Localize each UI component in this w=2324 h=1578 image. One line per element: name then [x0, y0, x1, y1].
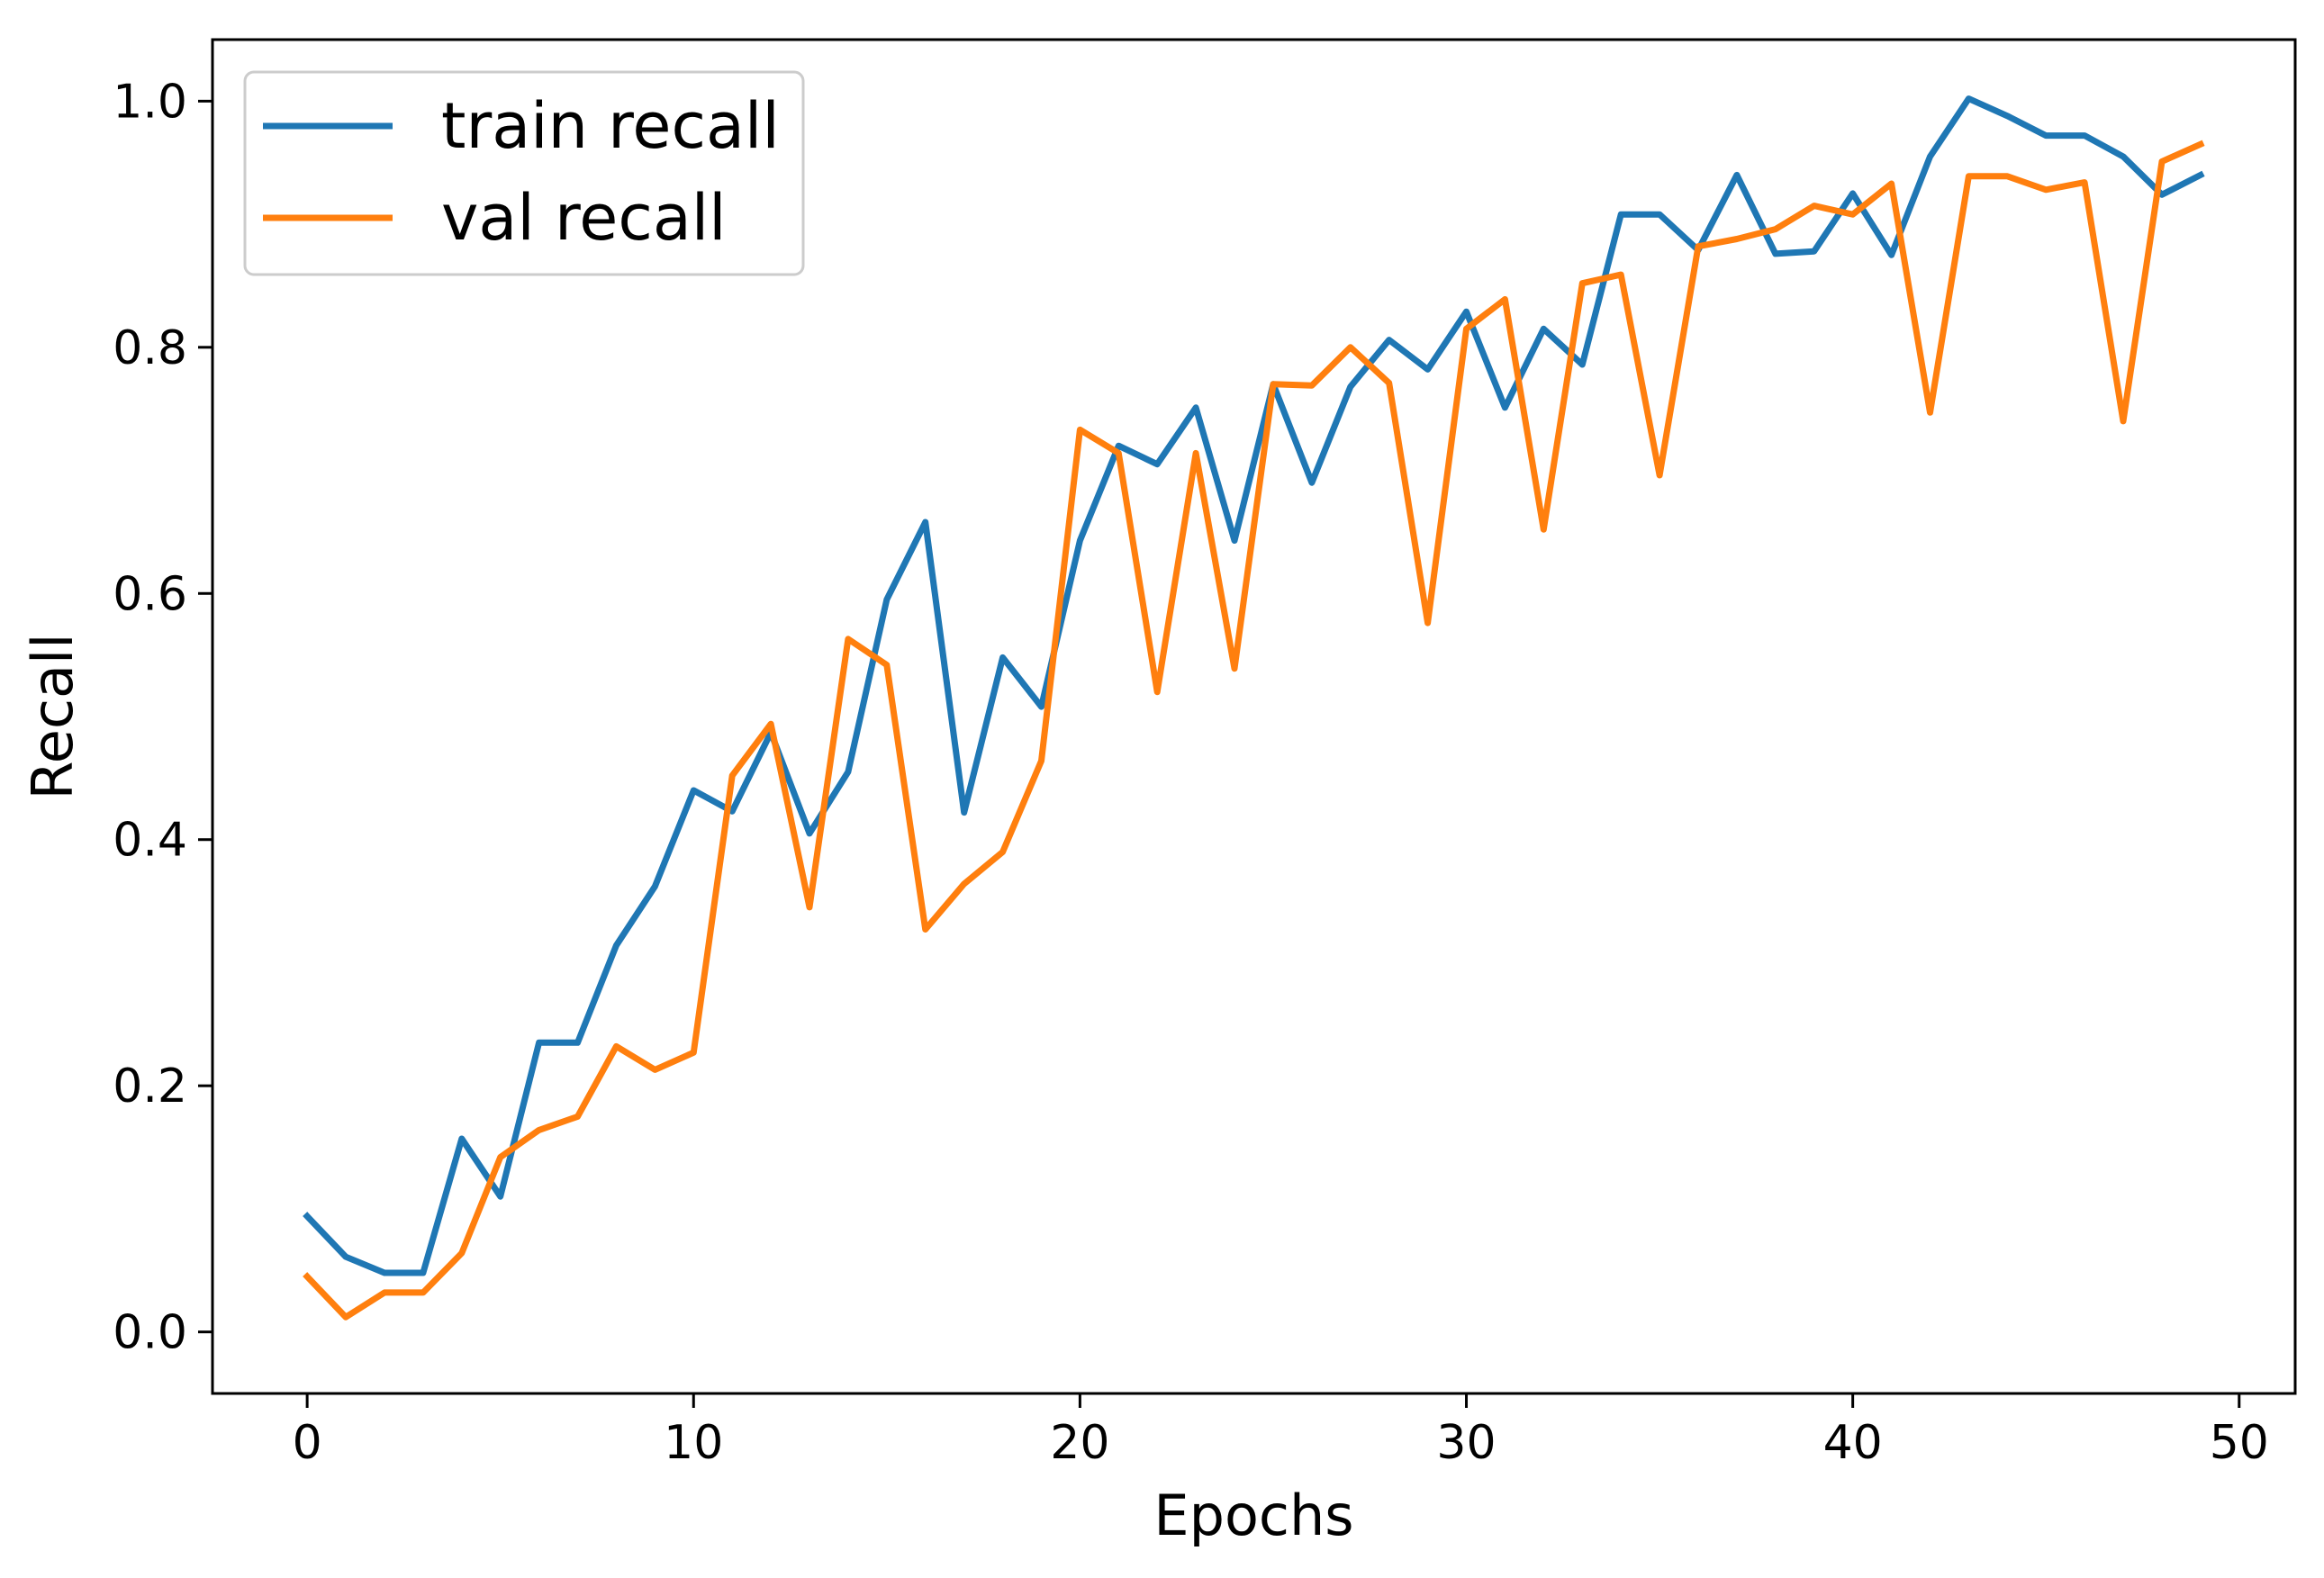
y-tick-label: 0.4: [113, 814, 187, 868]
y-tick-label: 0.0: [113, 1306, 187, 1360]
y-axis-label: Recall: [20, 634, 86, 800]
x-tick-label: 20: [1050, 1416, 1109, 1470]
y-tick-label: 0.8: [113, 321, 187, 375]
legend: train recall val recall: [243, 70, 805, 276]
x-tick-label: 10: [664, 1416, 723, 1470]
series-line-train-recall: [303, 95, 2205, 1276]
x-tick-label: 50: [2210, 1416, 2269, 1470]
x-tick-label: 0: [293, 1416, 322, 1470]
legend-box: [243, 70, 805, 276]
series-line-val-recall: [303, 140, 2205, 1321]
y-tick-label: 0.2: [113, 1060, 187, 1114]
plot-area: [303, 95, 2205, 1321]
x-tick-label: 30: [1436, 1416, 1496, 1470]
y-axis: 0.0 0.2 0.4 0.6 0.8 1.0: [113, 75, 213, 1360]
y-tick-label: 1.0: [113, 75, 187, 129]
y-tick-label: 0.6: [113, 567, 187, 621]
x-tick-label: 40: [1823, 1416, 1883, 1470]
legend-label: train recall: [441, 89, 780, 163]
x-axis-label: Epochs: [1153, 1483, 1353, 1548]
legend-label: val recall: [441, 181, 727, 255]
plot-frame: [211, 38, 2297, 1395]
x-axis: 0 10 20 30 40 50: [293, 1393, 2269, 1470]
